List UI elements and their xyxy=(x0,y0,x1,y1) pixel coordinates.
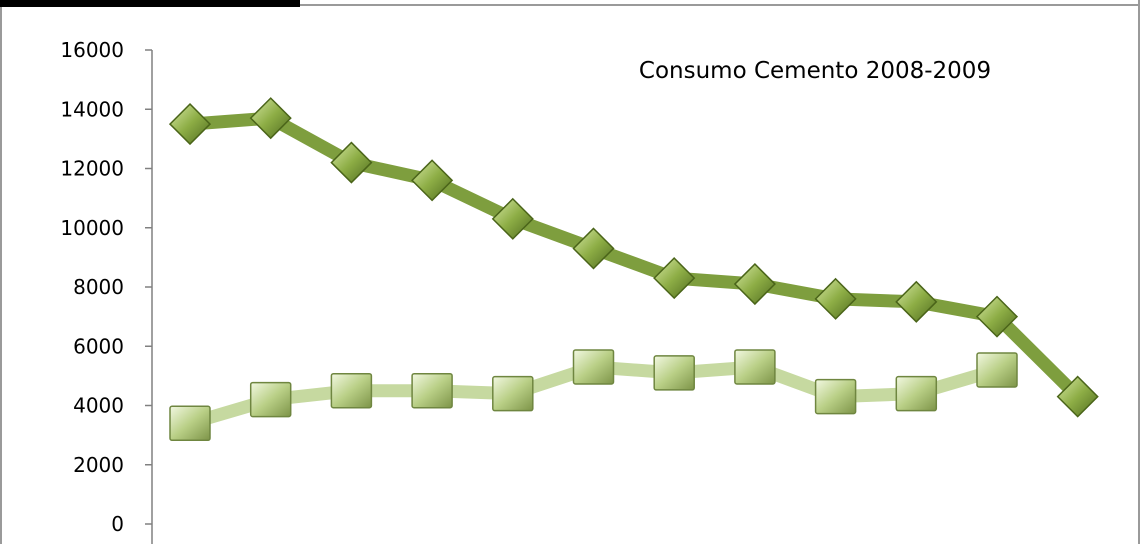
data-point-square xyxy=(814,378,857,415)
data-point-diamond xyxy=(814,277,857,320)
data-point-square xyxy=(734,349,776,385)
data-point-diamond xyxy=(895,280,938,323)
chart-title: Consumo Cemento 2008-2009 xyxy=(639,58,991,84)
data-point-diamond xyxy=(1056,375,1099,418)
y-tick-label: 0 xyxy=(111,512,124,536)
series-line-1 xyxy=(183,111,1085,404)
data-point-diamond xyxy=(733,262,776,306)
y-tick-label: 14000 xyxy=(60,97,124,121)
data-point-square xyxy=(411,372,453,409)
data-point-square xyxy=(572,349,615,385)
data-point-diamond xyxy=(653,257,696,300)
y-tick-label: 4000 xyxy=(73,394,124,418)
data-point-diamond xyxy=(411,159,454,202)
data-point-square xyxy=(249,381,292,418)
data-point-diamond xyxy=(249,97,292,140)
data-point-diamond xyxy=(975,295,1019,338)
data-point-square xyxy=(492,375,534,412)
data-point-square xyxy=(895,375,938,412)
data-point-diamond xyxy=(168,103,212,146)
data-point-square xyxy=(976,352,1018,388)
y-tick-label: 6000 xyxy=(73,334,124,358)
y-tick-label: 2000 xyxy=(73,453,124,477)
data-point-square xyxy=(330,372,373,409)
y-tick-label: 16000 xyxy=(60,38,124,62)
y-tick-label: 10000 xyxy=(60,216,124,240)
y-tick-label: 12000 xyxy=(60,157,124,181)
data-point-diamond xyxy=(491,197,534,240)
y-tick-label: 8000 xyxy=(73,275,124,299)
data-point-diamond xyxy=(572,227,615,270)
data-point-diamond xyxy=(330,141,373,184)
data-point-square xyxy=(653,355,695,391)
data-point-square xyxy=(169,405,211,442)
